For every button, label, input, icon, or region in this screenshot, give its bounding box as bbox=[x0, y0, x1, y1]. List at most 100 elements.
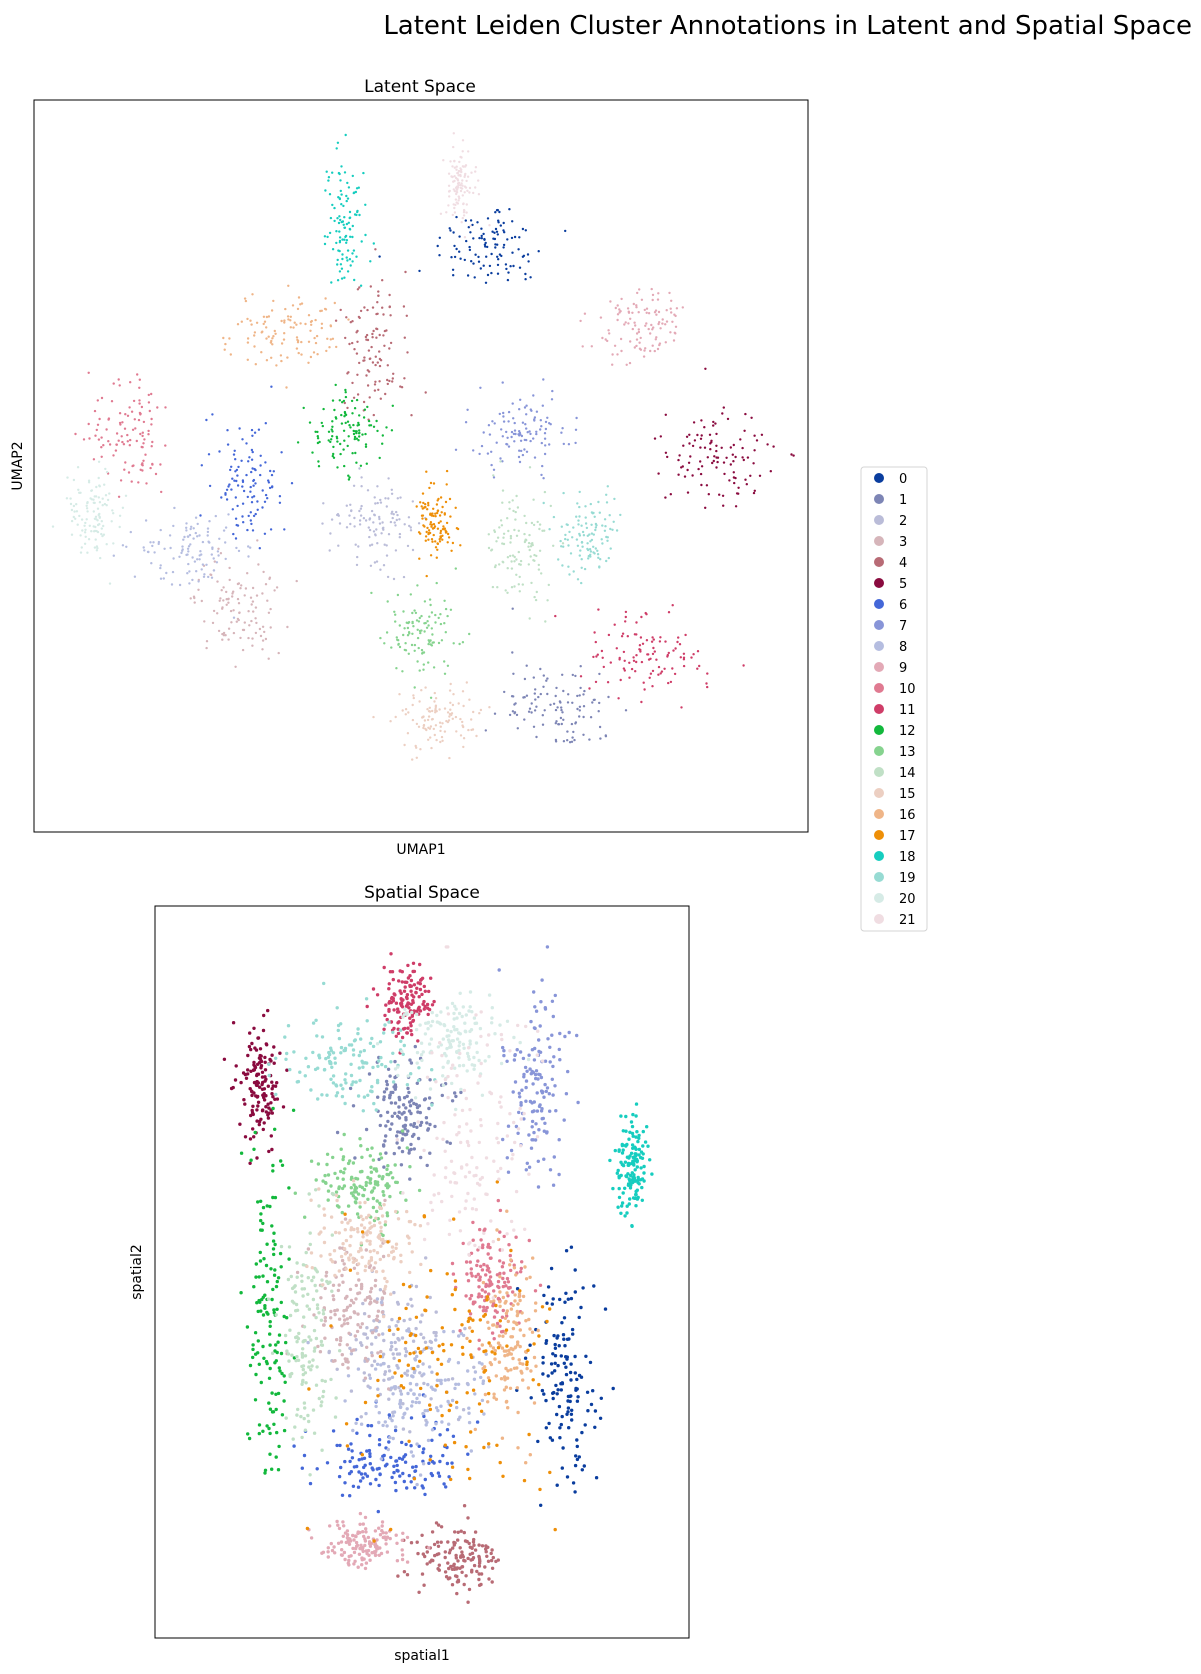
point-cluster-17 bbox=[540, 1305, 545, 1309]
point-cluster-4 bbox=[384, 392, 387, 396]
point-cluster-4 bbox=[454, 1556, 458, 1560]
point-cluster-6 bbox=[249, 511, 252, 514]
latent-space-title: Latent Space bbox=[364, 77, 476, 97]
point-cluster-2 bbox=[358, 519, 362, 522]
point-cluster-0 bbox=[524, 229, 527, 232]
point-cluster-12 bbox=[365, 462, 368, 465]
point-cluster-1 bbox=[533, 692, 536, 695]
point-cluster-4 bbox=[381, 279, 384, 282]
point-cluster-15 bbox=[462, 725, 465, 729]
point-cluster-12 bbox=[268, 1343, 272, 1347]
latent-space-ylabel: UMAP2 bbox=[10, 441, 26, 490]
point-cluster-13 bbox=[403, 627, 406, 630]
point-cluster-6 bbox=[376, 1509, 380, 1514]
point-cluster-2 bbox=[398, 1389, 403, 1393]
point-cluster-3 bbox=[269, 607, 272, 611]
point-cluster-9 bbox=[344, 1540, 348, 1545]
point-cluster-8 bbox=[189, 527, 192, 531]
point-cluster-8 bbox=[412, 1370, 417, 1375]
point-cluster-8 bbox=[368, 1386, 372, 1390]
point-cluster-13 bbox=[400, 1129, 405, 1133]
point-cluster-2 bbox=[353, 525, 356, 528]
point-cluster-8 bbox=[477, 1361, 482, 1365]
point-cluster-14 bbox=[533, 595, 536, 599]
point-cluster-14 bbox=[498, 563, 501, 566]
point-cluster-3 bbox=[205, 646, 208, 650]
point-cluster-10 bbox=[141, 462, 144, 465]
point-cluster-10 bbox=[489, 1256, 493, 1260]
point-cluster-6 bbox=[257, 428, 261, 431]
point-cluster-11 bbox=[422, 999, 426, 1004]
point-cluster-0 bbox=[541, 1355, 545, 1360]
point-cluster-16 bbox=[501, 1295, 505, 1300]
point-cluster-17 bbox=[427, 531, 431, 534]
point-cluster-3 bbox=[261, 592, 264, 595]
point-cluster-9 bbox=[651, 344, 654, 347]
point-cluster-5 bbox=[263, 1060, 267, 1065]
point-cluster-12 bbox=[251, 1343, 255, 1347]
point-cluster-17 bbox=[430, 1350, 435, 1355]
point-cluster-0 bbox=[562, 1316, 567, 1320]
point-cluster-1 bbox=[423, 1097, 428, 1101]
cluster-4-points bbox=[396, 1504, 500, 1604]
point-cluster-7 bbox=[497, 968, 501, 972]
cluster-20-points bbox=[51, 460, 128, 585]
point-cluster-15 bbox=[434, 704, 438, 707]
point-cluster-17 bbox=[482, 1445, 486, 1450]
point-cluster-11 bbox=[595, 655, 598, 658]
point-cluster-2 bbox=[400, 1336, 405, 1340]
point-cluster-4 bbox=[405, 1573, 410, 1577]
point-cluster-9 bbox=[675, 307, 679, 310]
point-cluster-16 bbox=[299, 322, 302, 325]
point-cluster-20 bbox=[96, 507, 100, 510]
point-cluster-5 bbox=[275, 1097, 280, 1101]
point-cluster-18 bbox=[364, 203, 367, 206]
point-cluster-1 bbox=[542, 685, 545, 688]
point-cluster-11 bbox=[423, 1004, 427, 1009]
point-cluster-17 bbox=[431, 527, 435, 530]
point-cluster-17 bbox=[441, 538, 444, 541]
point-cluster-2 bbox=[359, 514, 363, 517]
point-cluster-0 bbox=[511, 220, 514, 223]
point-cluster-3 bbox=[368, 1300, 373, 1305]
point-cluster-2 bbox=[428, 1295, 432, 1300]
point-cluster-16 bbox=[481, 1280, 486, 1285]
point-cluster-16 bbox=[512, 1266, 517, 1270]
point-cluster-2 bbox=[338, 522, 342, 525]
point-cluster-2 bbox=[418, 1320, 423, 1324]
point-cluster-18 bbox=[340, 203, 343, 206]
point-cluster-13 bbox=[434, 621, 437, 624]
point-cluster-18 bbox=[342, 223, 345, 226]
point-cluster-17 bbox=[401, 1282, 406, 1287]
point-cluster-6 bbox=[315, 1467, 319, 1471]
point-cluster-15 bbox=[352, 1260, 356, 1264]
point-cluster-16 bbox=[527, 1317, 531, 1322]
point-cluster-1 bbox=[388, 1096, 392, 1100]
point-cluster-16 bbox=[505, 1209, 509, 1213]
point-cluster-9 bbox=[364, 1561, 369, 1565]
point-cluster-13 bbox=[398, 645, 402, 649]
point-cluster-18 bbox=[331, 203, 334, 207]
point-cluster-0 bbox=[551, 1396, 555, 1401]
point-cluster-14 bbox=[532, 498, 535, 501]
point-cluster-20 bbox=[83, 524, 86, 527]
point-cluster-8 bbox=[389, 1386, 394, 1390]
point-cluster-13 bbox=[416, 628, 419, 631]
point-cluster-5 bbox=[264, 1110, 268, 1114]
point-cluster-4 bbox=[367, 349, 371, 352]
point-cluster-0 bbox=[569, 1412, 574, 1417]
point-cluster-17 bbox=[434, 540, 437, 543]
point-cluster-2 bbox=[337, 544, 340, 547]
point-cluster-18 bbox=[339, 189, 342, 193]
point-cluster-12 bbox=[316, 435, 319, 438]
point-cluster-8 bbox=[211, 546, 214, 549]
point-cluster-0 bbox=[556, 1363, 560, 1368]
point-cluster-12 bbox=[391, 404, 394, 407]
point-cluster-9 bbox=[627, 322, 630, 325]
point-cluster-0 bbox=[458, 250, 461, 253]
point-cluster-20 bbox=[51, 525, 55, 528]
point-cluster-16 bbox=[507, 1348, 511, 1353]
point-cluster-5 bbox=[270, 1111, 274, 1115]
point-cluster-12 bbox=[334, 383, 337, 387]
point-cluster-13 bbox=[404, 642, 407, 645]
